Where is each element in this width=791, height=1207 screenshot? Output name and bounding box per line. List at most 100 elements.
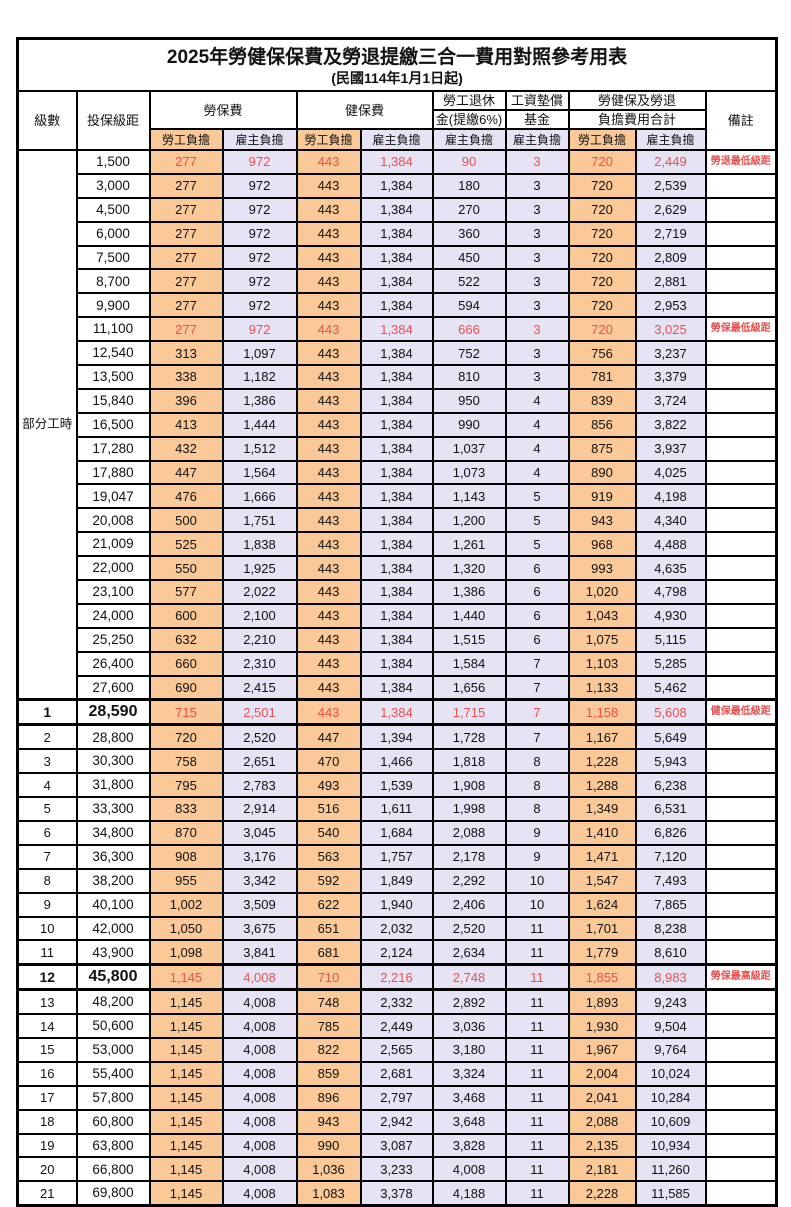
value-cell: 3,937 <box>634 435 707 462</box>
remark-cell <box>704 579 778 605</box>
value-cell: 443 <box>295 172 362 199</box>
value-cell: 90 <box>431 149 507 175</box>
remark-cell <box>704 292 778 319</box>
remark-cell <box>704 939 778 966</box>
value-cell: 443 <box>295 411 362 438</box>
table-row: 8 38,200 955 3,342 592 1,849 2,292 10 1,547 7,493 <box>16 867 778 894</box>
value-cell: 10,284 <box>634 1084 707 1111</box>
table-row: 17 57,800 1,145 4,008 896 2,797 3,468 11 2,041 10… <box>16 1084 778 1111</box>
bracket-cell: 55,400 <box>75 1060 151 1087</box>
table-row: 部分工時 1,500 277 972 443 1,384 90 3 720 2,449 勞退最低級距 <box>16 149 778 701</box>
value-cell: 919 <box>567 483 637 510</box>
value-cell: 1,384 <box>359 387 434 414</box>
value-cell: 890 <box>567 459 637 486</box>
value-cell: 11 <box>504 1108 570 1135</box>
value-cell: 690 <box>148 674 224 702</box>
level-cell: 21 <box>16 1180 78 1207</box>
value-cell: 2,565 <box>359 1036 434 1063</box>
value-cell: 720 <box>567 316 637 343</box>
value-cell: 1,751 <box>221 507 298 534</box>
table-row: 11 43,900 1,098 3,841 681 2,124 2,634 11 1,779 8,… <box>16 939 778 966</box>
value-cell: 1,930 <box>567 1013 637 1039</box>
bracket-cell: 36,300 <box>75 843 151 870</box>
bracket-cell: 19,047 <box>75 483 151 510</box>
remark-cell <box>704 1132 778 1159</box>
value-cell: 270 <box>431 196 507 223</box>
value-cell: 896 <box>295 1084 362 1111</box>
value-cell: 1,715 <box>431 698 507 727</box>
value-cell: 795 <box>148 772 224 799</box>
value-cell: 822 <box>295 1036 362 1063</box>
value-cell: 443 <box>295 220 362 247</box>
value-cell: 360 <box>431 220 507 247</box>
value-cell: 2,216 <box>359 963 434 992</box>
table-row: 9,900 277 972 443 1,384 594 3 720 2,953 <box>18 292 778 319</box>
value-cell: 2,719 <box>634 220 707 247</box>
table-row: 17,880 447 1,564 443 1,384 1,073 4 890 4,025 <box>18 459 778 486</box>
bracket-cell: 7,500 <box>75 244 151 271</box>
value-cell: 2,501 <box>221 698 298 727</box>
value-cell: 2,449 <box>359 1013 434 1039</box>
value-cell: 1,967 <box>567 1036 637 1063</box>
value-cell: 4,340 <box>634 507 707 534</box>
value-cell: 810 <box>431 364 507 390</box>
value-cell: 4,008 <box>221 1132 298 1159</box>
value-cell: 2,748 <box>431 963 507 992</box>
value-cell: 2,881 <box>634 268 707 295</box>
level-cell: 4 <box>16 772 78 799</box>
header-pension-line1: 勞工退休 <box>431 90 507 111</box>
level-cell: 20 <box>16 1156 78 1183</box>
value-cell: 443 <box>295 459 362 486</box>
table-row: 4 31,800 795 2,783 493 1,539 1,908 8 1,288 6,238 <box>16 772 778 799</box>
value-cell: 1,349 <box>567 796 637 822</box>
value-cell: 1,384 <box>359 531 434 558</box>
value-cell: 972 <box>221 196 298 223</box>
value-cell: 4,188 <box>431 1180 507 1207</box>
value-cell: 5,462 <box>634 674 707 702</box>
value-cell: 11 <box>504 1013 570 1039</box>
value-cell: 396 <box>148 387 224 414</box>
level-cell-part-time: 部分工時 <box>16 149 78 701</box>
remark-cell <box>704 723 778 751</box>
value-cell: 313 <box>148 340 224 367</box>
value-cell: 1,145 <box>148 1060 224 1087</box>
value-cell: 8 <box>504 796 570 822</box>
value-cell: 443 <box>295 316 362 343</box>
value-cell: 9,243 <box>634 988 707 1016</box>
table-row: 4,500 277 972 443 1,384 270 3 720 2,629 <box>18 196 778 223</box>
value-cell: 4,025 <box>634 459 707 486</box>
header-pension-employer: 雇主負擔 <box>431 128 507 151</box>
value-cell: 4,008 <box>221 1060 298 1087</box>
value-cell: 2,032 <box>359 915 434 942</box>
value-cell: 6 <box>504 602 570 629</box>
bracket-cell: 20,008 <box>75 507 151 534</box>
bracket-cell: 21,009 <box>75 531 151 558</box>
value-cell: 990 <box>431 411 507 438</box>
value-cell: 1,779 <box>567 939 637 966</box>
value-cell: 1,410 <box>567 819 637 846</box>
value-cell: 1,701 <box>567 915 637 942</box>
value-cell: 7 <box>504 723 570 751</box>
bracket-cell: 17,280 <box>75 435 151 462</box>
table-row: 21,009 525 1,838 443 1,384 1,261 5 968 4,488 <box>18 531 778 558</box>
value-cell: 1,624 <box>567 891 637 918</box>
value-cell: 4 <box>504 387 570 414</box>
value-cell: 4 <box>504 459 570 486</box>
value-cell: 5,285 <box>634 650 707 677</box>
table-body: 部分工時 1,500 277 972 443 1,384 90 3 720 2,449 勞退最低級距… <box>16 149 778 1207</box>
remark-cell <box>704 172 778 199</box>
remark-cell <box>704 915 778 942</box>
value-cell: 1,228 <box>567 748 637 775</box>
value-cell: 748 <box>295 988 362 1016</box>
value-cell: 540 <box>295 819 362 846</box>
bracket-cell: 3,000 <box>75 172 151 199</box>
value-cell: 443 <box>295 650 362 677</box>
value-cell: 3,025 <box>634 316 707 343</box>
header-total-employer: 雇主負擔 <box>634 128 707 151</box>
header-row-2: 金(提繳6%) 基金 負擔費用合計 <box>18 109 777 130</box>
value-cell: 2,041 <box>567 1084 637 1111</box>
level-cell: 10 <box>16 915 78 942</box>
value-cell: 1,036 <box>295 1156 362 1183</box>
value-cell: 1,097 <box>221 340 298 367</box>
